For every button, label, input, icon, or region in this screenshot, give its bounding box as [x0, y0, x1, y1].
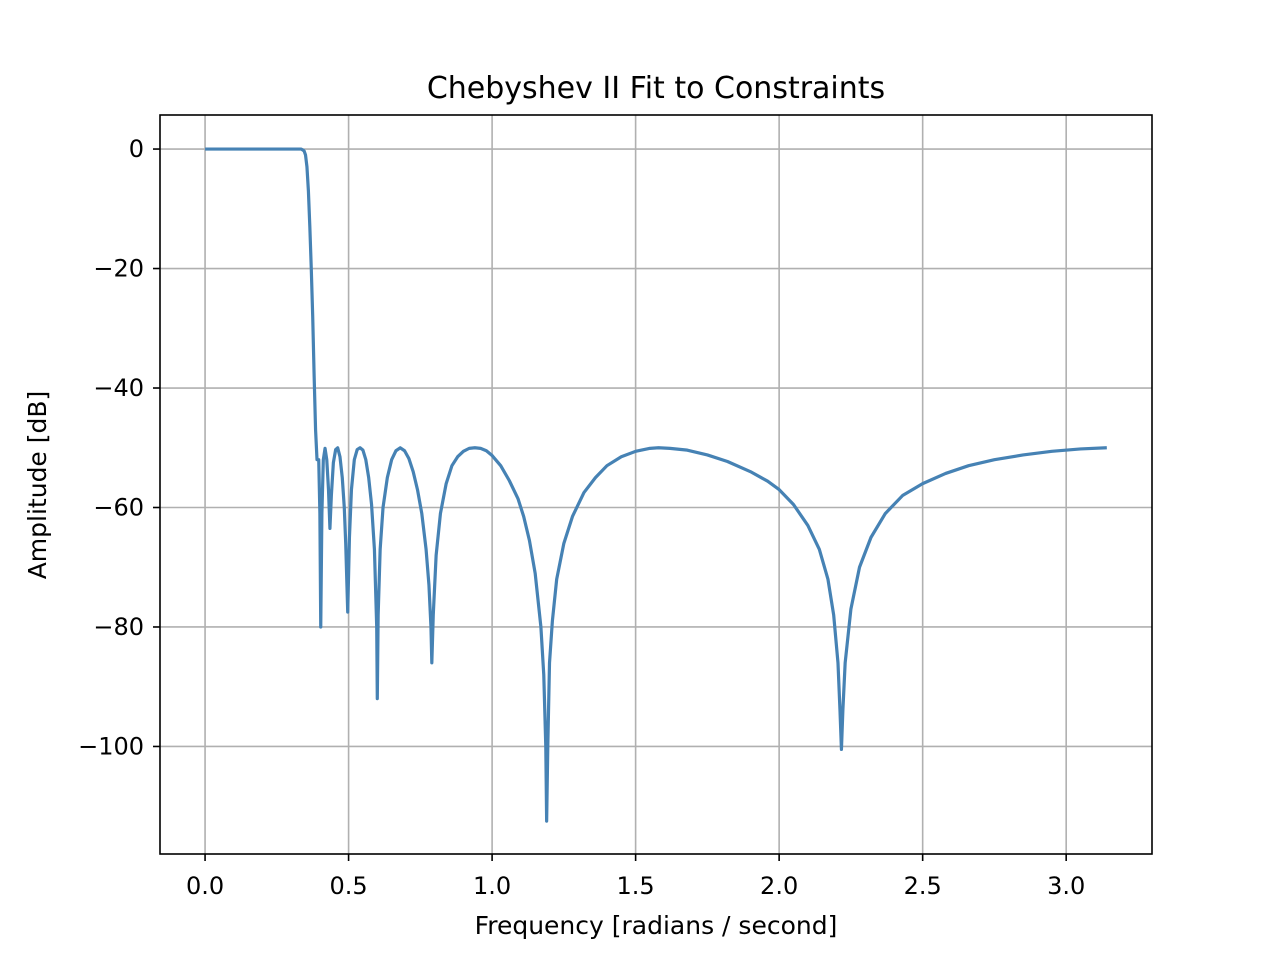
x-tick-label: 0.0	[186, 872, 224, 900]
plot-area-frame	[159, 114, 1153, 855]
x-tick-label: 3.0	[1047, 872, 1085, 900]
y-tick-label: −20	[93, 255, 144, 283]
amplitude-response-line	[205, 147, 1107, 823]
y-tick-label: 0	[129, 135, 144, 163]
y-tick-label: −100	[78, 732, 144, 760]
y-tick-label: −80	[93, 613, 144, 641]
x-tick-label: 0.5	[329, 872, 367, 900]
y-tick-label: −60	[93, 494, 144, 522]
x-tick-label: 2.5	[904, 872, 942, 900]
x-tick-label: 1.5	[617, 872, 655, 900]
x-axis-label: Frequency [radians / second]	[475, 911, 838, 940]
axis-ticks: 0.0 0.5 1.0 1.5 2.0 2.5 3.0 0 −20 −40 −60 −80 −100	[78, 135, 1085, 900]
y-axis-label: Amplitude [dB]	[23, 391, 52, 580]
x-tick-label: 1.0	[473, 872, 511, 900]
plot-series	[205, 147, 1107, 823]
x-tick-label: 2.0	[760, 872, 798, 900]
y-tick-label: −40	[93, 374, 144, 402]
chart-title: Chebyshev II Fit to Constraints	[427, 71, 885, 106]
